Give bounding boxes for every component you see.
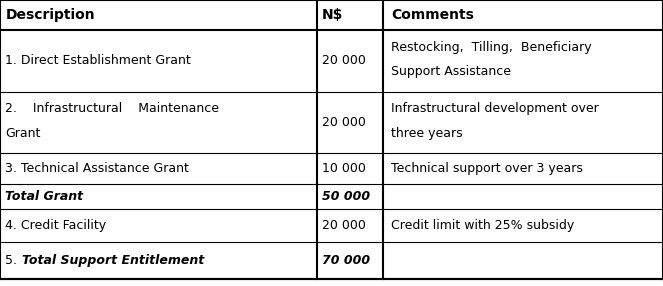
Text: 20 000: 20 000	[322, 54, 366, 67]
Text: 1. Direct Establishment Grant: 1. Direct Establishment Grant	[5, 54, 191, 67]
Text: Infrastructural development over: Infrastructural development over	[391, 102, 599, 115]
Text: Support Assistance: Support Assistance	[391, 65, 511, 78]
Text: 20 000: 20 000	[322, 219, 366, 232]
Text: Total Grant: Total Grant	[5, 190, 84, 203]
Text: Comments: Comments	[391, 8, 474, 22]
Text: 5.: 5.	[5, 254, 21, 267]
Text: 2.    Infrastructural    Maintenance: 2. Infrastructural Maintenance	[5, 102, 219, 115]
Text: 10 000: 10 000	[322, 162, 366, 175]
Text: N$: N$	[322, 8, 343, 22]
Text: Restocking,  Tilling,  Beneficiary: Restocking, Tilling, Beneficiary	[391, 41, 592, 54]
Text: Technical support over 3 years: Technical support over 3 years	[391, 162, 583, 175]
Text: Grant: Grant	[5, 127, 40, 140]
Text: 70 000: 70 000	[322, 254, 371, 267]
Text: Description: Description	[5, 8, 95, 22]
Text: Total Support Entitlement: Total Support Entitlement	[22, 254, 204, 267]
Text: 20 000: 20 000	[322, 116, 366, 129]
Text: 3. Technical Assistance Grant: 3. Technical Assistance Grant	[5, 162, 189, 175]
Text: 50 000: 50 000	[322, 190, 371, 203]
Text: 4. Credit Facility: 4. Credit Facility	[5, 219, 107, 232]
Text: Credit limit with 25% subsidy: Credit limit with 25% subsidy	[391, 219, 574, 232]
Text: three years: three years	[391, 127, 463, 140]
